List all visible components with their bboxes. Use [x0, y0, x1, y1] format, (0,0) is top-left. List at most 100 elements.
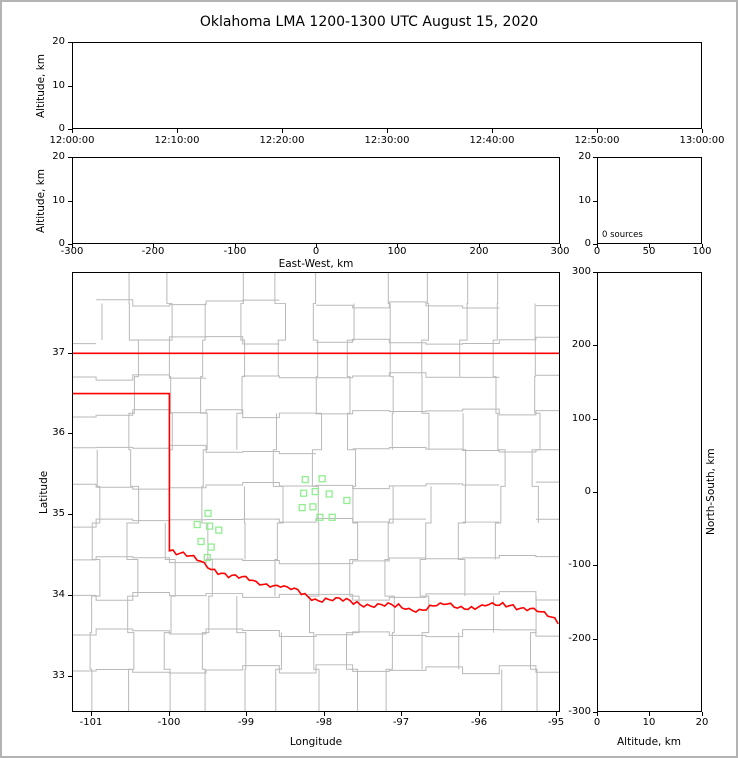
- panel-north-south-vs-altitude: [597, 272, 702, 712]
- tick-label: 300: [571, 266, 591, 277]
- figure-title: Oklahoma LMA 1200-1300 UTC August 15, 20…: [199, 14, 539, 30]
- tick-mark: [68, 676, 72, 677]
- tick-mark: [387, 129, 388, 133]
- tick-mark: [702, 244, 703, 248]
- tick-mark: [68, 595, 72, 596]
- county-boundary-line: [530, 303, 541, 711]
- tick-mark: [401, 712, 402, 716]
- tick-mark: [68, 433, 72, 434]
- panel-map-plan-view: [72, 272, 560, 712]
- county-boundary-line: [309, 273, 323, 711]
- county-boundary-line: [384, 273, 395, 711]
- tick-label: 0: [584, 486, 591, 497]
- lma-station-marker: [309, 503, 317, 511]
- tick-label: 0: [58, 123, 65, 134]
- tick-mark: [72, 244, 73, 248]
- panel-altitude-vs-east-west: [72, 157, 560, 244]
- tick-label: -96: [470, 717, 488, 728]
- tick-label: -100: [568, 559, 591, 570]
- tick-label: 34: [52, 589, 65, 600]
- county-boundary-line: [419, 273, 432, 670]
- panel-altitude-vs-time: [72, 42, 702, 129]
- tick-label: 100: [387, 246, 407, 257]
- county-boundary-line: [345, 303, 360, 711]
- county-boundary-line: [126, 273, 140, 711]
- tick-mark: [68, 157, 72, 158]
- tick-mark: [597, 129, 598, 133]
- county-boundary-line: [73, 517, 559, 528]
- tick-label: -200: [568, 633, 591, 644]
- tick-label: 200: [469, 246, 489, 257]
- lma-station-marker: [300, 489, 308, 497]
- oklahoma-state-border: [73, 352, 559, 625]
- axis-label-east-west: East-West, km: [278, 258, 354, 270]
- tick-label: -300: [60, 246, 84, 257]
- tick-mark: [649, 244, 650, 248]
- tick-mark: [68, 129, 72, 130]
- tick-label: -98: [315, 717, 333, 728]
- county-boundary-line: [163, 273, 176, 711]
- tick-label: 0: [58, 238, 65, 249]
- tick-label: -100: [157, 717, 181, 728]
- lma-station-marker: [298, 503, 306, 512]
- county-boundary-line: [236, 273, 247, 711]
- county-boundary-line: [73, 664, 559, 675]
- lma-station-marker: [197, 537, 205, 546]
- tick-mark: [169, 712, 170, 716]
- tick-label: 33: [52, 670, 65, 681]
- tick-mark: [556, 712, 557, 716]
- state-border-west-and-red-river: [73, 392, 559, 625]
- axis-label-north-south: North-South, km: [705, 448, 717, 536]
- axis-label-altitude-mid: Altitude, km: [35, 168, 47, 233]
- tick-label: -95: [547, 717, 565, 728]
- tick-mark: [593, 244, 597, 245]
- tick-label: 20: [695, 717, 709, 728]
- county-boundary-line: [73, 336, 559, 345]
- tick-label: 12:50:00: [574, 135, 620, 146]
- county-boundary-line: [73, 444, 559, 455]
- tick-label: 20: [578, 151, 591, 162]
- tick-label: 12:10:00: [154, 135, 200, 146]
- county-boundary-line: [73, 408, 559, 419]
- lma-station-markers: [193, 475, 351, 562]
- lma-station-marker: [205, 522, 214, 530]
- lma-station-marker: [311, 487, 319, 496]
- axis-label-latitude: Latitude: [38, 470, 50, 514]
- county-boundary-line: [73, 591, 559, 601]
- tick-label: 0: [593, 246, 601, 257]
- tick-label: 12:40:00: [469, 135, 515, 146]
- tick-mark: [593, 712, 597, 713]
- county-boundary-line: [73, 481, 559, 490]
- tick-label: -99: [237, 717, 255, 728]
- axis-label-altitude-top: Altitude, km: [35, 53, 47, 118]
- tick-mark: [316, 244, 317, 248]
- tick-mark: [282, 129, 283, 133]
- tick-label: 36: [52, 427, 65, 438]
- lma-station-marker: [301, 475, 309, 484]
- tick-label: 10: [642, 717, 656, 728]
- tick-label: 0: [593, 717, 601, 728]
- tick-mark: [153, 244, 154, 248]
- tick-mark: [68, 86, 72, 87]
- tick-mark: [597, 712, 598, 716]
- lma-station-marker: [325, 490, 333, 498]
- lma-station-marker: [318, 475, 326, 483]
- source-count-annotation: 0 sources: [602, 230, 643, 240]
- tick-label: -300: [568, 706, 591, 717]
- tick-label: 35: [52, 508, 65, 519]
- tick-label: 100: [571, 413, 591, 424]
- tick-mark: [479, 244, 480, 248]
- tick-mark: [91, 712, 92, 716]
- lma-station-marker: [343, 496, 351, 505]
- tick-label: -101: [79, 717, 103, 728]
- lma-station-marker: [193, 520, 201, 529]
- tick-label: 13:00:00: [679, 135, 725, 146]
- tick-mark: [68, 244, 72, 245]
- lma-station-marker: [215, 526, 223, 534]
- lma-station-marker: [204, 509, 212, 517]
- tick-label: 10: [52, 195, 65, 206]
- tick-mark: [177, 129, 178, 133]
- tick-mark: [72, 129, 73, 133]
- tick-mark: [593, 201, 597, 202]
- tick-mark: [593, 492, 597, 493]
